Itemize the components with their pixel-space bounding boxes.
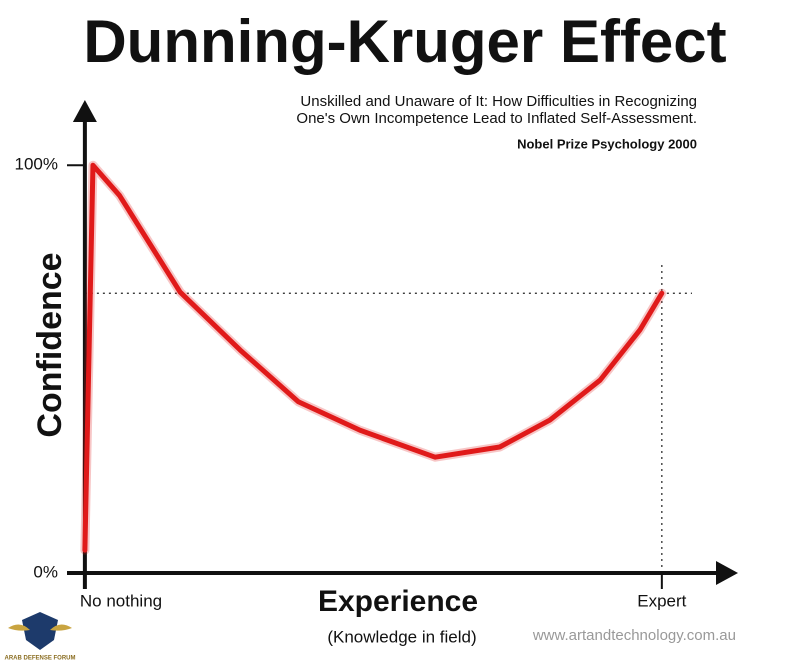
y-axis-arrow xyxy=(72,100,97,122)
logo-shield xyxy=(22,612,58,650)
x-tick-label: Expert xyxy=(637,591,686,610)
x-axis-sublabel: (Knowledge in field) xyxy=(327,627,476,646)
subtitle: One's Own Incompetence Lead to Inflated … xyxy=(296,110,697,127)
y-axis-label: Confidence xyxy=(31,252,69,437)
confidence-line xyxy=(82,162,665,553)
note: Nobel Prize Psychology 2000 xyxy=(517,136,697,151)
y-tick-label: 0% xyxy=(33,562,58,581)
chart-title: Dunning-Kruger Effect xyxy=(83,8,726,75)
x-axis-arrow xyxy=(716,561,738,585)
logo-text: ARAB DEFENSE FORUM xyxy=(4,656,75,662)
subtitle: Unskilled and Unaware of It: How Difficu… xyxy=(300,93,697,110)
x-tick-label: No nothing xyxy=(80,591,162,610)
logo: ARAB DEFENSE FORUM xyxy=(4,612,76,662)
x-axis-label: Experience xyxy=(318,585,478,618)
credit: www.artandtechnology.com.au xyxy=(532,627,736,644)
line-shadow xyxy=(80,160,667,555)
y-tick-label: 100% xyxy=(15,155,58,174)
logo-wings xyxy=(8,624,72,631)
